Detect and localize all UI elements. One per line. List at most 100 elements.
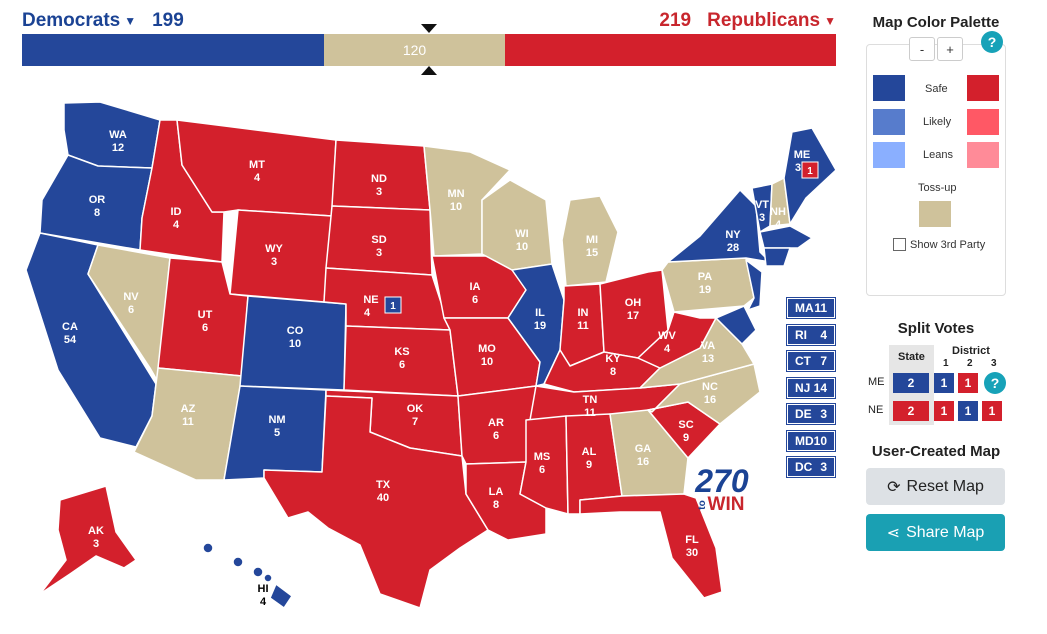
state-abbr: GA [635, 443, 652, 455]
small-state-ct[interactable]: CT 7 [786, 350, 836, 372]
state-ev: 10 [289, 338, 301, 350]
democrats-dropdown[interactable]: Democrats ▼ 199 [22, 10, 184, 31]
state-ma-shape[interactable] [759, 225, 813, 249]
district-3-header: 3 [991, 358, 997, 369]
svg-text:WIN: WIN [708, 494, 745, 515]
split-row-me-label: ME [868, 376, 885, 388]
state-label-nm: NM5 [268, 414, 285, 439]
dem-total: 199 [152, 10, 184, 31]
small-state-de[interactable]: DE 3 [786, 403, 836, 425]
state-il[interactable] [507, 263, 565, 387]
zoom-minus-button[interactable]: - [909, 37, 935, 61]
reset-map-button[interactable]: ⟳ Reset Map [866, 468, 1005, 505]
small-state-ri[interactable]: RI 4 [786, 323, 836, 346]
state-wv[interactable] [637, 311, 717, 369]
small-state-ma[interactable]: MA 11 [786, 297, 836, 319]
state-ak[interactable] [39, 485, 137, 595]
state-ga[interactable] [609, 409, 689, 497]
swatch-likely-rep[interactable] [967, 109, 999, 135]
state-label-sd: SD3 [371, 234, 386, 259]
swatch-tossup[interactable] [919, 201, 951, 227]
ne-district-badge: 1 [384, 296, 402, 314]
svg-text:270: 270 [694, 463, 749, 499]
state-fl[interactable] [579, 493, 723, 599]
state-hi[interactable] [202, 542, 293, 609]
state-abbr: ME [794, 149, 811, 161]
label-likely: Likely [923, 116, 952, 128]
ne-state-votes[interactable]: 2 [893, 401, 929, 421]
state-abbr: MS [534, 451, 551, 463]
color-palette: - + ? Safe Likely Leans Toss-up Show 3rd… [866, 31, 1006, 296]
state-ny[interactable] [667, 189, 771, 263]
state-ev: 10 [481, 356, 493, 368]
state-ct-shape[interactable] [763, 247, 791, 267]
state-md-shape[interactable] [715, 305, 757, 345]
share-map-button[interactable]: ⋖ Share Map [866, 514, 1005, 551]
state-abbr: FL [685, 534, 699, 546]
state-label-ks: KS6 [394, 346, 409, 371]
rep-total: 219 [659, 10, 692, 31]
state-abbr: NV [123, 291, 139, 303]
270-marker-bottom-icon [421, 66, 437, 75]
state-abbr: ID [171, 206, 182, 218]
state-nj-shape[interactable] [745, 259, 763, 311]
state-abbr: PA [698, 271, 713, 283]
ne-district-3[interactable]: 1 [982, 401, 1002, 421]
republicans-dropdown[interactable]: 219 Republicans ▼ [659, 10, 836, 31]
state-abbr: IA [470, 281, 481, 293]
state-label-vt: VT3 [755, 199, 769, 224]
swatch-leans-dem[interactable] [873, 142, 905, 168]
state-abbr: NY [725, 229, 741, 241]
small-state-dc[interactable]: DC 3 [786, 456, 836, 478]
palette-help-icon[interactable]: ? [981, 31, 1003, 53]
state-ev: 3 [759, 212, 765, 224]
us-electoral-map: WA12OR8CA54NV6ID4MT4WY3UT6AZ11CO10NM5ND3… [25, 101, 837, 609]
state-tx[interactable] [263, 395, 489, 609]
checkbox[interactable] [893, 238, 906, 251]
state-abbr: MT [249, 159, 265, 171]
small-state-md[interactable]: MD 10 [786, 429, 836, 452]
swatch-safe-dem[interactable] [873, 75, 905, 101]
state-ev: 4 [260, 596, 267, 608]
state-wi[interactable] [481, 179, 553, 271]
state-ev: 3 [820, 460, 827, 474]
state-ev: 6 [399, 359, 405, 371]
zoom-plus-button[interactable]: + [937, 37, 963, 61]
state-abbr: NC [702, 381, 718, 393]
state-nv[interactable] [87, 244, 171, 383]
state-ev: 3 [93, 538, 99, 550]
me-state-votes[interactable]: 2 [893, 373, 929, 393]
state-label-ne: NE4 [363, 294, 378, 319]
state-ev: 54 [64, 334, 77, 346]
ne-district-2[interactable]: 1 [958, 401, 978, 421]
state-label-la: LA8 [489, 486, 504, 511]
state-abbr: NJ [795, 380, 811, 395]
state-ev: 19 [699, 284, 711, 296]
swatch-safe-rep[interactable] [967, 75, 999, 101]
state-abbr: CT [795, 354, 811, 368]
swatch-likely-dem[interactable] [873, 109, 905, 135]
split-help-icon[interactable]: ? [984, 372, 1006, 394]
state-ev: 6 [128, 304, 134, 316]
swatch-leans-rep[interactable] [967, 142, 999, 168]
state-wy[interactable] [229, 209, 333, 303]
state-ev: 10 [450, 201, 462, 213]
state-abbr: WI [515, 228, 528, 240]
state-ev: 3 [376, 247, 382, 259]
split-votes-title: Split Votes [897, 320, 975, 337]
small-state-nj[interactable]: NJ 14 [786, 376, 836, 399]
me-district-2[interactable]: 1 [958, 373, 978, 393]
me-district-1[interactable]: 1 [934, 373, 954, 393]
ne-district-1[interactable]: 1 [934, 401, 954, 421]
state-ev: 6 [202, 322, 208, 334]
show-3rd-party-toggle[interactable]: Show 3rd Party [893, 238, 985, 251]
state-abbr: AZ [181, 403, 196, 415]
electoral-header: Democrats ▼ 199 219 Republicans ▼ 120 [22, 0, 836, 75]
user-map-title: User-Created Map [871, 443, 1001, 460]
state-abbr: AK [88, 525, 104, 537]
state-ev: 15 [586, 247, 598, 259]
